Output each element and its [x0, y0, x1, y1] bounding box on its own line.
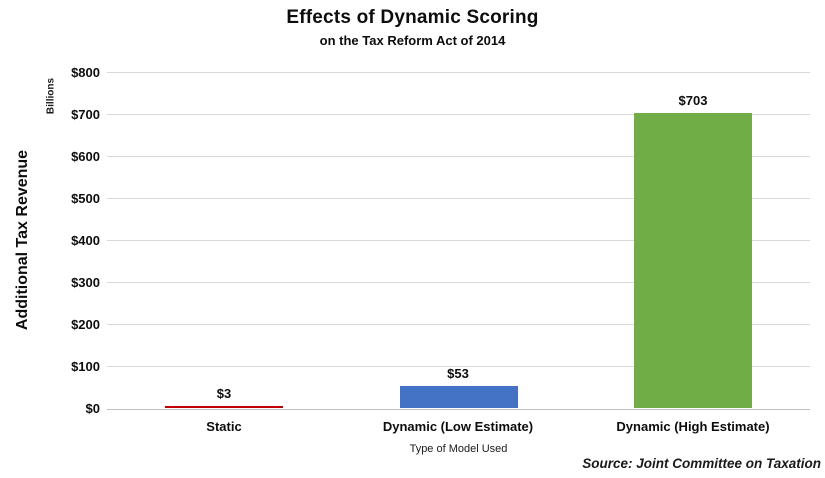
- bar-value-label: $53: [447, 366, 469, 381]
- y-tick-label: $0: [85, 401, 100, 416]
- gridline: [107, 156, 810, 157]
- gridline: [107, 72, 810, 73]
- y-tick-label: $500: [71, 191, 100, 206]
- bar-value-label: $703: [678, 93, 708, 108]
- bar-static: [165, 406, 283, 408]
- y-tick-label: $200: [71, 317, 100, 332]
- gridline: [107, 114, 810, 115]
- y-tick-label: $100: [71, 359, 100, 374]
- x-tick-label: Dynamic (Low Estimate): [382, 419, 534, 434]
- plot-area: $3 $53 $703: [107, 72, 810, 410]
- x-tick-label: Dynamic (High Estimate): [616, 419, 770, 434]
- gridline: [107, 282, 810, 283]
- gridline: [107, 366, 810, 367]
- y-tick-label: $400: [71, 233, 100, 248]
- y-tick-label: $800: [71, 65, 100, 80]
- x-tick-label: Static: [206, 419, 242, 434]
- y-tick-label: $700: [71, 107, 100, 122]
- gridline: [107, 198, 810, 199]
- gridline: [107, 324, 810, 325]
- y-tick-label: $600: [71, 149, 100, 164]
- bar-dynamic-high-estimate: [634, 113, 752, 408]
- x-axis-title: Type of Model Used: [409, 443, 508, 455]
- bar-dynamic-low-estimate: [400, 386, 518, 408]
- gridline: [107, 240, 810, 241]
- source-note: Source: Joint Committee on Taxation: [582, 456, 821, 471]
- chart-title: Effects of Dynamic Scoring: [286, 7, 539, 28]
- chart-subtitle: on the Tax Reform Act of 2014: [319, 33, 506, 48]
- x-axis-line: [107, 409, 810, 410]
- bar-value-label: $3: [216, 386, 232, 401]
- y-tick-label: $300: [71, 275, 100, 290]
